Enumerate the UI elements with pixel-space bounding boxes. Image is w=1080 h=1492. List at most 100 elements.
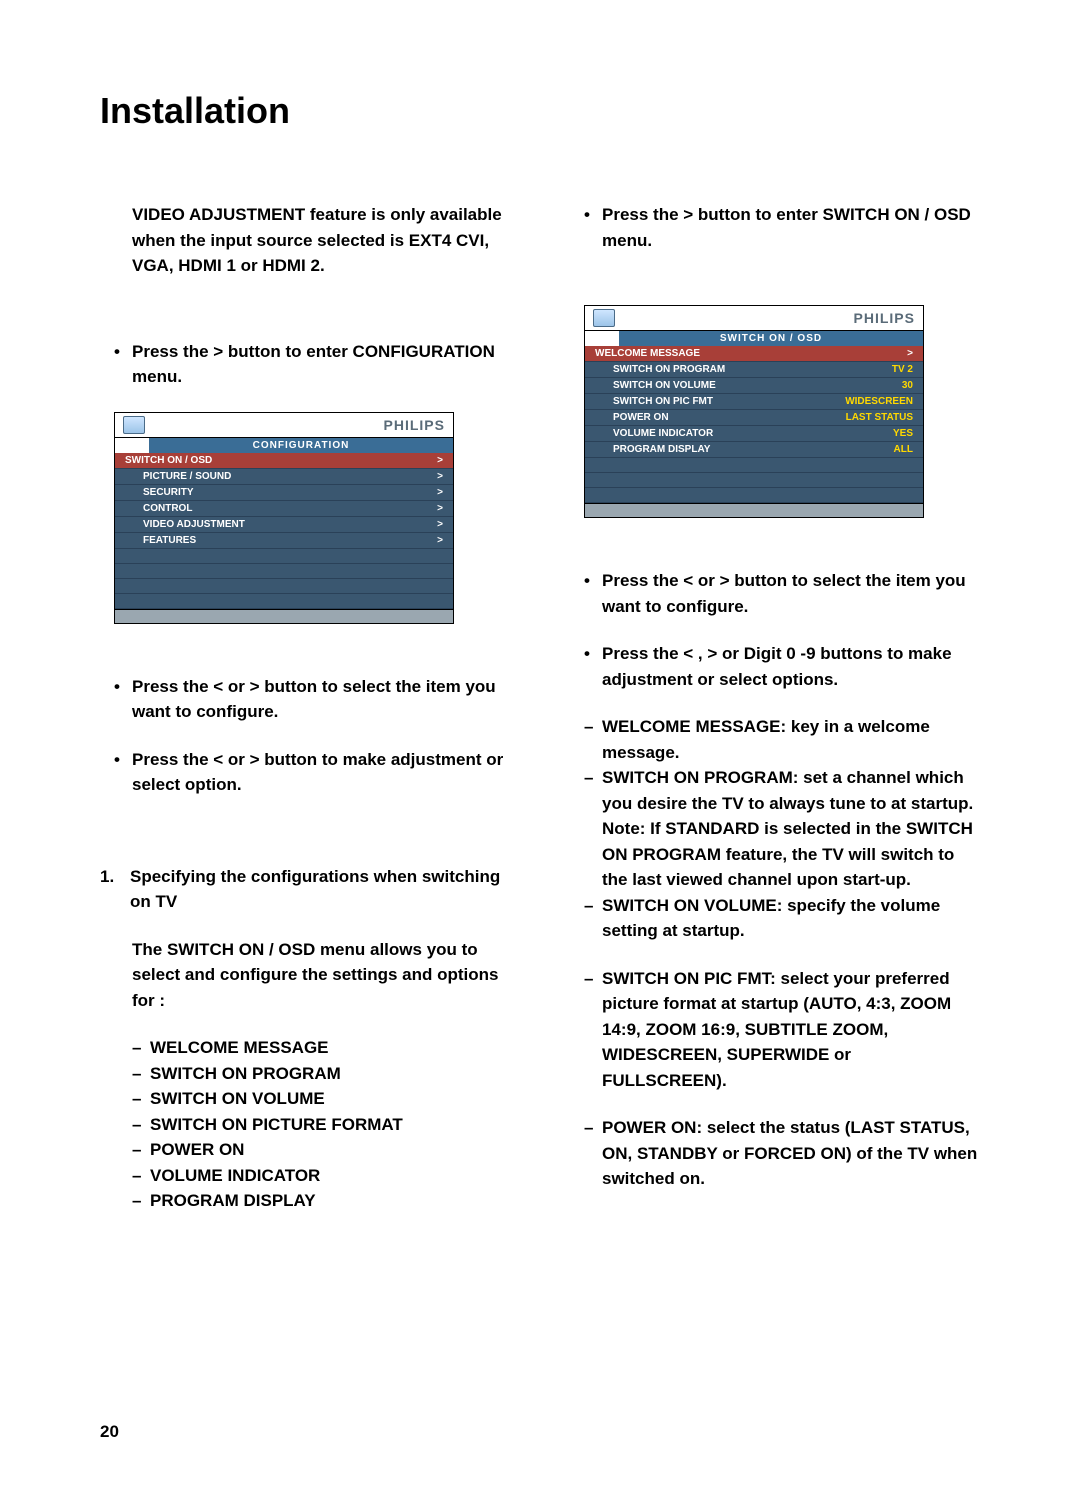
osd-title: SWITCH ON / OSD: [619, 331, 923, 346]
osd-row-value: >: [437, 455, 443, 466]
osd-row-label: PROGRAM DISPLAY: [613, 444, 710, 455]
dash-switch-on-pic-fmt: – SWITCH ON PIC FMT: select your preferr…: [584, 966, 980, 1094]
bullet-dot-icon: •: [584, 202, 602, 253]
dash-item: –POWER ON: [132, 1137, 510, 1163]
dash-item: –SWITCH ON PROGRAM: [132, 1061, 510, 1087]
bullet-adjust-digits: • Press the < , > or Digit 0 -9 buttons …: [584, 641, 980, 692]
dash-text: POWER ON: [150, 1137, 510, 1163]
dash-text: WELCOME MESSAGE: [150, 1035, 510, 1061]
osd-row[interactable]: PICTURE / SOUND >: [115, 469, 453, 485]
dash-item: –VOLUME INDICATOR: [132, 1163, 510, 1189]
numbered-item-1: 1. Specifying the configurations when sw…: [100, 864, 510, 915]
osd-row-label: SWITCH ON VOLUME: [613, 380, 716, 391]
dash-icon: –: [132, 1061, 150, 1087]
dash-text: SWITCH ON PIC FMT: select your preferred…: [602, 966, 980, 1094]
osd-row-empty: [115, 564, 453, 579]
osd-row-empty: [115, 594, 453, 609]
dash-text: WELCOME MESSAGE: key in a welcome messag…: [602, 714, 980, 765]
osd-row-value: 30: [902, 380, 913, 391]
dash-icon: –: [584, 765, 602, 893]
osd-switch-on: PHILIPSSWITCH ON / OSDWELCOME MESSAGE>SW…: [584, 305, 924, 518]
osd-row[interactable]: SWITCH ON / OSD >: [115, 453, 453, 469]
dash-icon: –: [132, 1112, 150, 1138]
note-video-adjustment: VIDEO ADJUSTMENT feature is only availab…: [132, 202, 510, 279]
bullet-press-enter-config: • Press the > button to enter CONFIGURAT…: [114, 339, 510, 390]
manual-page: Installation VIDEO ADJUSTMENT feature is…: [0, 0, 1080, 1492]
osd-row-empty: [115, 549, 453, 564]
osd-row[interactable]: SECURITY >: [115, 485, 453, 501]
bullet-text: Press the < , > or Digit 0 -9 buttons to…: [602, 641, 980, 692]
bullet-text: Press the < or > button to make adjustme…: [132, 747, 510, 798]
osd-row-label: VOLUME INDICATOR: [613, 428, 713, 439]
osd-row-label: CONTROL: [143, 503, 192, 514]
osd-row-value: >: [437, 487, 443, 498]
osd-row[interactable]: VOLUME INDICATOR YES: [585, 426, 923, 442]
osd-body: WELCOME MESSAGE>SWITCH ON PROGRAMTV 2SWI…: [585, 346, 923, 503]
osd-row[interactable]: WELCOME MESSAGE>: [585, 346, 923, 362]
dash-text: SWITCH ON VOLUME: [150, 1086, 510, 1112]
osd-row-empty: [585, 473, 923, 488]
osd-row[interactable]: POWER ON LAST STATUS: [585, 410, 923, 426]
osd-row-label: FEATURES: [143, 535, 196, 546]
osd-row-empty: [115, 579, 453, 594]
bullet-press-enter-switchon: • Press the > button to enter SWITCH ON …: [584, 202, 980, 253]
dash-text: PROGRAM DISPLAY: [150, 1188, 510, 1214]
osd-body: SWITCH ON / OSD>PICTURE / SOUND>SECURITY…: [115, 453, 453, 609]
dash-switch-on-program: – SWITCH ON PROGRAM: set a channel which…: [584, 765, 980, 893]
osd-row[interactable]: PROGRAM DISPLAYALL: [585, 442, 923, 458]
page-title: Installation: [100, 90, 980, 132]
osd-row[interactable]: FEATURES>: [115, 533, 453, 549]
osd-brand: PHILIPS: [384, 417, 445, 433]
osd-row-label: SWITCH ON PIC FMT: [613, 396, 713, 407]
dash-icon: –: [584, 893, 602, 944]
bullet-select-item: • Press the < or > button to select the …: [584, 568, 980, 619]
left-column: VIDEO ADJUSTMENT feature is only availab…: [100, 202, 510, 1214]
bullet-text: Press the > button to enter SWITCH ON / …: [602, 202, 980, 253]
dash-text: SWITCH ON PROGRAM: set a channel which y…: [602, 765, 980, 893]
osd-row-value: >: [437, 519, 443, 530]
dash-icon: –: [132, 1035, 150, 1061]
osd-row[interactable]: VIDEO ADJUSTMENT >: [115, 517, 453, 533]
osd-row-value: TV 2: [892, 364, 913, 375]
osd-row-value: YES: [893, 428, 913, 439]
dash-switch-on-volume: – SWITCH ON VOLUME: specify the volume s…: [584, 893, 980, 944]
osd-row[interactable]: SWITCH ON PROGRAMTV 2: [585, 362, 923, 378]
osd-row-label: SECURITY: [143, 487, 194, 498]
osd-row-value: LAST STATUS: [846, 412, 913, 423]
bullet-text: Press the < or > button to select the it…: [132, 674, 510, 725]
osd-header: PHILIPS: [115, 413, 453, 438]
osd-row-label: SWITCH ON / OSD: [125, 455, 212, 466]
dash-power-on: – POWER ON: select the status (LAST STAT…: [584, 1115, 980, 1192]
osd-row-empty: [585, 458, 923, 473]
osd-row-value: >: [437, 471, 443, 482]
dash-icon: –: [132, 1188, 150, 1214]
bullet-text: Press the < or > button to select the it…: [602, 568, 980, 619]
tv-icon: [123, 416, 145, 434]
dash-text: SWITCH ON PICTURE FORMAT: [150, 1112, 510, 1138]
columns: VIDEO ADJUSTMENT feature is only availab…: [100, 202, 980, 1214]
dash-icon: –: [584, 966, 602, 1094]
osd-row-empty: [585, 488, 923, 503]
dash-item: –SWITCH ON VOLUME: [132, 1086, 510, 1112]
osd-row[interactable]: CONTROL >: [115, 501, 453, 517]
bullet-dot-icon: •: [114, 674, 132, 725]
osd-row-label: VIDEO ADJUSTMENT: [143, 519, 245, 530]
dash-text: POWER ON: select the status (LAST STATUS…: [602, 1115, 980, 1192]
osd-row-label: POWER ON: [613, 412, 669, 423]
osd-configuration: PHILIPSCONFIGURATIONSWITCH ON / OSD>PICT…: [114, 412, 454, 624]
osd-row-label: PICTURE / SOUND: [143, 471, 231, 482]
dash-icon: –: [132, 1137, 150, 1163]
right-column: • Press the > button to enter SWITCH ON …: [570, 202, 980, 1214]
osd-row-value: >: [437, 503, 443, 514]
bullet-adjust-option: • Press the < or > button to make adjust…: [114, 747, 510, 798]
numbered-text: Specifying the configurations when switc…: [130, 864, 510, 915]
osd-row-label: WELCOME MESSAGE: [595, 348, 700, 359]
osd-brand: PHILIPS: [854, 310, 915, 326]
tv-icon: [593, 309, 615, 327]
osd-row[interactable]: SWITCH ON VOLUME 30: [585, 378, 923, 394]
osd-title: CONFIGURATION: [149, 438, 453, 453]
page-number: 20: [100, 1422, 119, 1442]
dash-icon: –: [132, 1086, 150, 1112]
bullet-text: Press the > button to enter CONFIGURATIO…: [132, 339, 510, 390]
osd-row[interactable]: SWITCH ON PIC FMTWIDESCREEN: [585, 394, 923, 410]
